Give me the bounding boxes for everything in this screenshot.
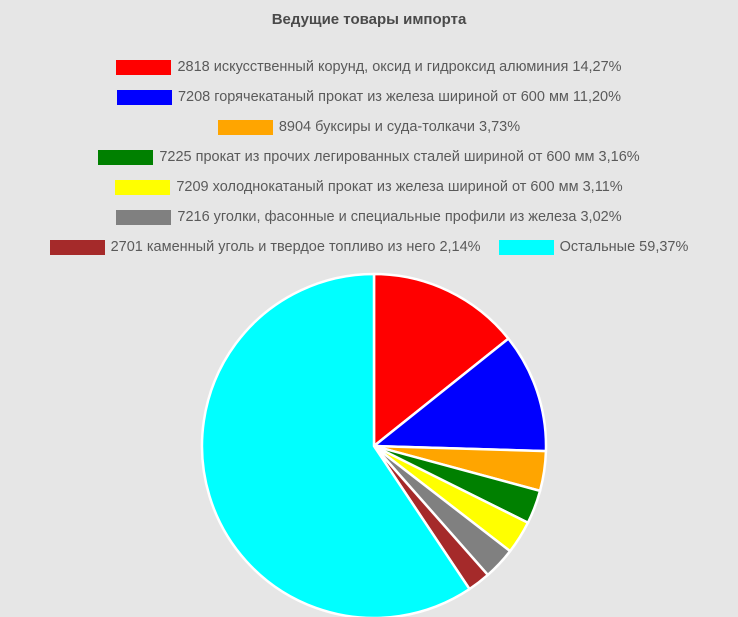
legend-swatch xyxy=(498,239,554,255)
pie-slice[interactable] xyxy=(200,272,471,617)
legend-swatch xyxy=(49,239,105,255)
legend-item[interactable]: 7216 уголки, фасонные и специальные проф… xyxy=(116,209,622,225)
legend-row: 7209 холоднокатаный прокат из железа шир… xyxy=(0,179,738,195)
legend-item[interactable]: 7225 прокат из прочих легированных стале… xyxy=(98,149,640,165)
legend-label: 7209 холоднокатаный прокат из железа шир… xyxy=(176,179,623,195)
legend-label: 7225 прокат из прочих легированных стале… xyxy=(159,149,640,165)
pie-slice[interactable] xyxy=(372,272,510,448)
legend-item[interactable]: Остальные 59,37% xyxy=(498,239,689,255)
legend-swatch xyxy=(217,119,273,135)
legend-row: 7225 прокат из прочих легированных стале… xyxy=(0,149,738,165)
legend-row: 2818 искусственный корунд, оксид и гидро… xyxy=(0,59,738,75)
legend-label: 7216 уголки, фасонные и специальные проф… xyxy=(177,209,622,225)
legend-swatch xyxy=(116,89,172,105)
chart-title: Ведущие товары импорта xyxy=(271,11,467,28)
legend-label: 7208 горячекатаный прокат из железа шири… xyxy=(177,89,622,105)
legend-swatch xyxy=(98,149,154,165)
legend-swatch xyxy=(116,209,172,225)
legend-item[interactable]: 2701 каменный уголь и твердое топливо из… xyxy=(49,239,481,255)
legend-item[interactable]: 7209 холоднокатаный прокат из железа шир… xyxy=(115,179,623,195)
legend-item[interactable]: 2818 искусственный корунд, оксид и гидро… xyxy=(116,59,622,75)
legend-label: 2818 искусственный корунд, оксид и гидро… xyxy=(177,59,622,75)
legend-label: Остальные 59,37% xyxy=(559,239,689,255)
legend-item[interactable]: 7208 горячекатаный прокат из железа шири… xyxy=(116,89,622,105)
legend-item[interactable]: 8904 буксиры и суда-толкачи 3,73% xyxy=(217,119,521,135)
legend-label: 8904 буксиры и суда-толкачи 3,73% xyxy=(278,119,521,135)
pie-slice[interactable] xyxy=(372,337,548,453)
legend-row: 7208 горячекатаный прокат из железа шири… xyxy=(0,89,738,105)
legend-swatch xyxy=(116,59,172,75)
legend-row: 7216 уголки, фасонные и специальные проф… xyxy=(0,209,738,225)
legend-label: 2701 каменный уголь и твердое топливо из… xyxy=(110,239,481,255)
legend-swatch xyxy=(115,179,171,195)
legend-row: 2701 каменный уголь и твердое топливо из… xyxy=(0,239,738,255)
legend-row: 8904 буксиры и суда-толкачи 3,73% xyxy=(0,119,738,135)
